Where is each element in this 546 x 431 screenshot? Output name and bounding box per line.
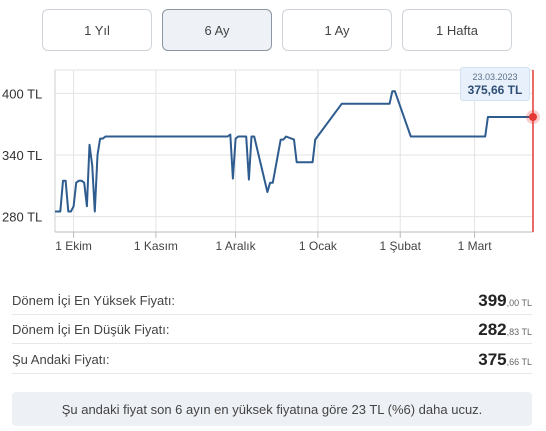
stat-value-current: 375,66 TL (478, 350, 532, 370)
stat-value-lowest-int: 282 (478, 319, 507, 339)
price-chart[interactable]: 400 TL 340 TL 280 TL 1 Ekim 1 Kasım 1 Aralık 1… (0, 60, 546, 260)
period-tabs: 1 Yıl 6 Ay 1 Ay 1 Hafta (42, 9, 512, 51)
stat-row-current: Şu Andaki Fiyatı: 375,66 TL (12, 346, 532, 374)
stat-value-lowest: 282,83 TL (478, 320, 532, 340)
tooltip-price: 375,66 TL (467, 83, 523, 97)
y-tick-label: 340 TL (2, 148, 42, 163)
tooltip-date: 23.03.2023 (472, 72, 518, 82)
tab-1-week[interactable]: 1 Hafta (402, 9, 512, 51)
tab-6-months[interactable]: 6 Ay (162, 9, 272, 51)
stat-label-current: Şu Andaki Fiyatı: (12, 352, 110, 367)
stat-value-current-int: 375 (478, 349, 507, 369)
current-point (529, 113, 537, 122)
x-tick-label: 1 Şubat (380, 239, 422, 253)
y-tick-label: 280 TL (2, 210, 42, 225)
price-line (55, 90, 533, 213)
stat-value-highest-int: 399 (478, 290, 507, 310)
stat-value-highest: 399,00 TL (478, 291, 532, 311)
chart-tooltip: 23.03.2023 375,66 TL (460, 67, 530, 101)
y-tick-label: 400 TL (2, 86, 42, 101)
price-info-banner: Şu andaki fiyat son 6 ayın en yüksek fiy… (12, 392, 532, 426)
stat-label-lowest: Dönem İçi En Düşük Fiyatı: (12, 322, 170, 337)
price-chart-svg: 400 TL 340 TL 280 TL 1 Ekim 1 Kasım 1 Aralık 1… (2, 69, 540, 253)
stat-value-highest-dec: ,00 TL (506, 297, 532, 308)
stat-row-lowest: Dönem İçi En Düşük Fiyatı: 282,83 TL (12, 316, 532, 344)
tab-1-year[interactable]: 1 Yıl (42, 9, 152, 51)
tab-1-month[interactable]: 1 Ay (282, 9, 392, 51)
stat-label-highest: Dönem İçi En Yüksek Fiyatı: (12, 293, 176, 308)
x-tick-label: 1 Kasım (134, 239, 178, 253)
stat-value-current-dec: ,66 TL (506, 356, 532, 367)
stat-value-lowest-dec: ,83 TL (506, 326, 532, 337)
x-tick-label: 1 Ekim (55, 239, 92, 253)
x-tick-label: 1 Aralık (216, 239, 257, 253)
stat-row-highest: Dönem İçi En Yüksek Fiyatı: 399,00 TL (12, 287, 532, 315)
x-tick-label: 1 Ocak (299, 239, 338, 253)
x-tick-label: 1 Mart (458, 239, 493, 253)
